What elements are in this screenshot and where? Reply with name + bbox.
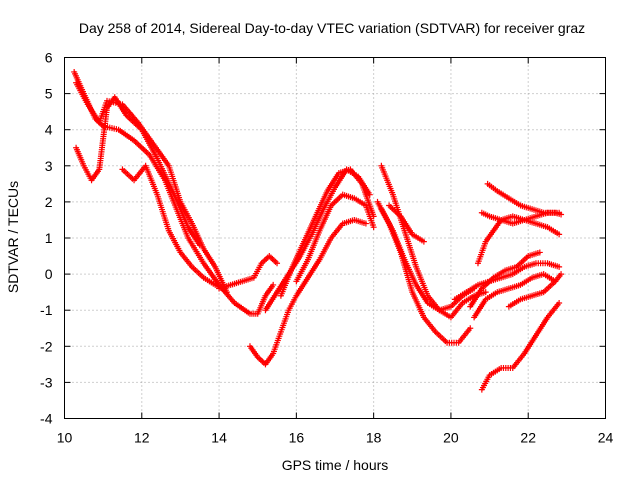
data-point-markers (386, 202, 427, 245)
y-tick-label: 3 (45, 158, 53, 174)
y-tick-label: 5 (45, 86, 53, 102)
x-tick-label: 20 (443, 430, 459, 446)
x-tick-label: 12 (134, 430, 150, 446)
data-point-markers (246, 216, 369, 368)
data-point-markers (374, 198, 474, 346)
series-sat-e (216, 253, 281, 292)
series-sat-m (386, 202, 427, 245)
y-tick-label: 6 (45, 50, 53, 66)
y-tick-label: 0 (45, 266, 53, 282)
series-sat-b (73, 79, 230, 296)
x-tick-label: 10 (57, 430, 73, 446)
x-tick-label: 22 (520, 430, 536, 446)
data-point-markers (293, 191, 377, 285)
grid-lines (64, 57, 606, 419)
data-point-markers (378, 162, 489, 321)
y-tick-label: -1 (40, 302, 53, 318)
series-sat-t (478, 299, 563, 393)
y-tick-label: -4 (40, 411, 53, 427)
data-point-markers (471, 271, 559, 321)
data-point-markers (277, 166, 377, 299)
x-tick-label: 14 (211, 430, 227, 446)
data-point-markers (216, 253, 281, 292)
y-tick-label: -2 (40, 338, 53, 354)
series-sat-u (505, 271, 565, 310)
y-tick-label: 1 (45, 230, 53, 246)
data-point-markers (451, 260, 563, 303)
series-sat-n (451, 260, 563, 303)
data-point-markers (505, 271, 565, 310)
series-sat-p (471, 271, 559, 321)
data-series (71, 68, 565, 393)
plot-frame (64, 57, 606, 419)
data-point-markers (73, 94, 203, 249)
x-tick-label: 24 (598, 430, 614, 446)
y-tick-label: 4 (45, 122, 53, 138)
chart-title: Day 258 of 2014, Sidereal Day-to-day VTE… (79, 20, 585, 36)
series-sat-c (73, 94, 203, 249)
data-point-markers (73, 79, 230, 296)
x-axis-label: GPS time / hours (282, 457, 389, 473)
y-tick-label: -3 (40, 374, 53, 390)
series-sat-f (246, 216, 369, 368)
series-sat-a (71, 68, 277, 317)
data-point-markers (467, 249, 543, 310)
series-sat-s (484, 180, 565, 218)
x-tick-label: 16 (289, 430, 305, 446)
series-sat-o (467, 249, 543, 310)
series-sat-h (277, 166, 377, 299)
series-sat-d (119, 162, 226, 292)
data-point-markers (478, 299, 563, 393)
data-point-markers (484, 180, 565, 218)
y-tick-label: 2 (45, 194, 53, 210)
data-point-markers (119, 162, 226, 292)
series-sat-i (293, 191, 377, 285)
y-axis-label: SDTVAR / TECUs (5, 181, 21, 293)
series-line (218, 255, 278, 290)
series-sat-l (374, 198, 474, 346)
x-tick-label: 18 (366, 430, 382, 446)
